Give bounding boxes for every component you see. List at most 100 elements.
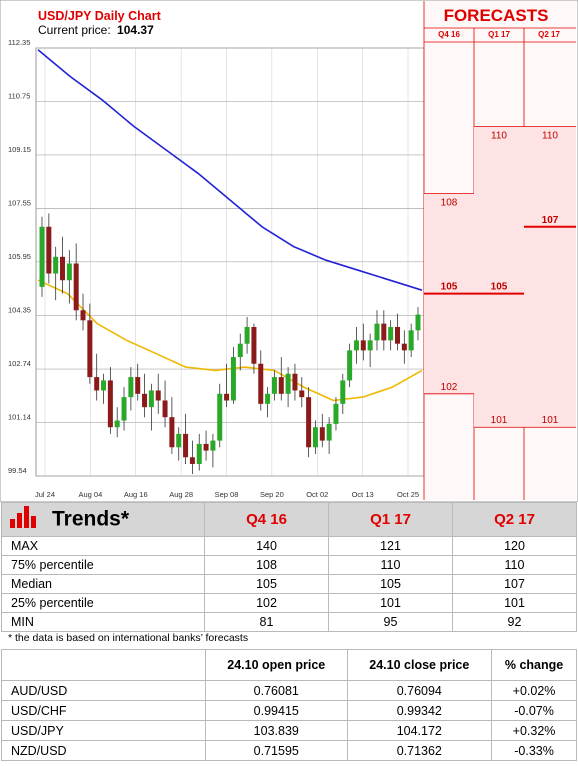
- candle-body: [121, 397, 127, 421]
- footnote: * the data is based on international ban…: [8, 632, 249, 644]
- bar-chart-icon: [10, 505, 38, 534]
- percent-change: +0.02%: [491, 680, 577, 701]
- candle-body: [353, 340, 359, 351]
- trends-row-max: MAX 140 121 120: [1, 536, 577, 556]
- close-price: 104.172: [346, 720, 493, 741]
- y-tick-label: 107.55: [8, 198, 31, 207]
- candle-body: [340, 380, 346, 404]
- candle-body: [183, 433, 189, 458]
- close-price: 0.76094: [346, 680, 493, 701]
- trends-title-cell: Trends*: [1, 502, 205, 537]
- open-price: 0.71595: [205, 740, 348, 761]
- candle-body: [292, 373, 298, 391]
- candle-body: [374, 323, 380, 341]
- cell-value: 105: [204, 574, 329, 594]
- candle-body: [155, 390, 161, 401]
- fx-header-blank: [1, 649, 206, 681]
- cell-value: 108: [204, 555, 329, 575]
- candle-body: [142, 393, 148, 408]
- trends-title: Trends*: [52, 507, 130, 531]
- y-tick-label: 110.75: [8, 91, 30, 100]
- y-tick-label: 102.74: [8, 359, 31, 368]
- chart-title: USD/JPY Daily Chart: [38, 9, 162, 23]
- cell-value: 121: [328, 536, 453, 556]
- trends-row-min: MIN 81 95 92: [1, 612, 577, 632]
- candle-body: [265, 393, 271, 404]
- candle-body: [244, 326, 250, 344]
- candle-body: [94, 377, 100, 391]
- x-tick-label: Oct 13: [352, 490, 374, 499]
- close-price: 0.99342: [346, 700, 493, 721]
- x-tick-label: Aug 16: [124, 490, 148, 499]
- candle-body: [367, 340, 373, 351]
- forecast-median-label: 105: [491, 282, 508, 293]
- row-label: MAX: [1, 536, 205, 556]
- cell-value: 107: [452, 574, 577, 594]
- cell-value: 92: [452, 612, 577, 632]
- candle-body: [46, 226, 52, 274]
- candle-body: [135, 377, 141, 394]
- candle-body: [39, 226, 45, 287]
- x-tick-label: Sep 20: [260, 490, 284, 499]
- candle-body: [381, 323, 387, 341]
- candle-body: [415, 314, 421, 331]
- trends-header-row: Trends* Q4 16 Q1 17 Q2 17: [1, 502, 577, 537]
- fx-table: 24.10 open price 24.10 close price % cha…: [1, 649, 577, 761]
- candle-body: [401, 343, 407, 351]
- y-tick-label: 101.14: [8, 413, 31, 422]
- percent-change: -0.33%: [491, 740, 577, 761]
- trends-col-q2-17: Q2 17: [452, 502, 577, 537]
- candle-body: [128, 377, 134, 398]
- row-label: Median: [1, 574, 205, 594]
- candle-body: [87, 320, 93, 378]
- forecast-high-label: 110: [542, 131, 558, 142]
- cell-value: 81: [204, 612, 329, 632]
- current-price: Current price: 104.37: [38, 23, 154, 37]
- percent-change: -0.07%: [491, 700, 577, 721]
- candle-body: [60, 256, 66, 281]
- cell-value: 101: [328, 593, 453, 613]
- candle-body: [360, 340, 366, 351]
- cell-value: 120: [452, 536, 577, 556]
- candle-body: [388, 326, 394, 341]
- candle-body: [326, 423, 332, 441]
- candle-body: [258, 363, 264, 404]
- fx-header-open: 24.10 open price: [205, 649, 348, 681]
- fx-header-change: % change: [491, 649, 577, 681]
- x-tick-label: Oct 02: [306, 490, 328, 499]
- candle-body: [169, 417, 175, 448]
- pair-label: USD/CHF: [1, 700, 206, 721]
- candle-body: [66, 263, 72, 281]
- pair-label: AUD/USD: [1, 680, 206, 701]
- row-label: 75% percentile: [1, 555, 205, 575]
- current-price-value: 104.37: [117, 23, 154, 37]
- percent-change: +0.32%: [491, 720, 577, 741]
- trends-col-q4-16: Q4 16: [204, 502, 329, 537]
- row-label: 25% percentile: [1, 593, 205, 613]
- cell-value: 110: [452, 555, 577, 575]
- candle-body: [73, 263, 79, 311]
- candle-body: [107, 380, 113, 428]
- ma-long-line: [37, 49, 423, 291]
- forecast-median-label: 105: [441, 282, 458, 293]
- fx-row-aud-usd: AUD/USD 0.76081 0.76094 +0.02%: [1, 680, 577, 701]
- candle-body: [230, 357, 236, 401]
- candle-body: [224, 393, 230, 401]
- cell-value: 110: [328, 555, 453, 575]
- y-tick-label: 112.35: [8, 38, 30, 47]
- y-tick-label: 99.54: [8, 466, 27, 475]
- candle-body: [299, 390, 305, 398]
- cell-value: 105: [328, 574, 453, 594]
- forecast-low-label: 101: [491, 415, 508, 426]
- candle-body: [176, 433, 182, 448]
- forecast-band: [524, 126, 576, 428]
- forecast-median-label: 107: [542, 215, 559, 226]
- candle-body: [408, 330, 414, 351]
- candle-body: [237, 343, 243, 358]
- candle-body: [217, 393, 223, 441]
- candle-body: [210, 440, 216, 451]
- candle-body: [189, 457, 195, 464]
- close-price: 0.71362: [346, 740, 493, 761]
- forecast-low-label: 102: [441, 382, 458, 393]
- trends-row-25-percentile: 25% percentile 102 101 101: [1, 593, 577, 613]
